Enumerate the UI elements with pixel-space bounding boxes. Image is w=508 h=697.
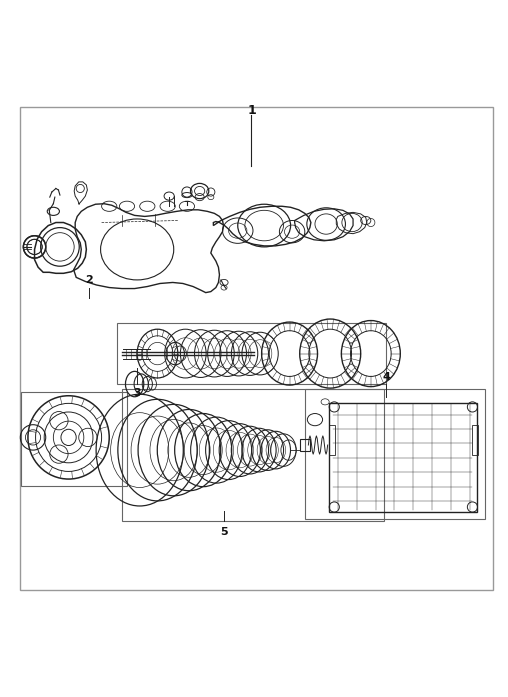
Text: 4: 4 bbox=[382, 372, 390, 381]
Bar bbox=[472, 424, 478, 455]
Bar bbox=[300, 439, 310, 451]
Text: 5: 5 bbox=[219, 528, 228, 537]
Text: 2: 2 bbox=[85, 275, 93, 285]
Text: 1: 1 bbox=[247, 105, 256, 117]
Text: 3: 3 bbox=[133, 388, 141, 398]
Bar bbox=[329, 424, 335, 455]
Bar bbox=[329, 403, 477, 512]
